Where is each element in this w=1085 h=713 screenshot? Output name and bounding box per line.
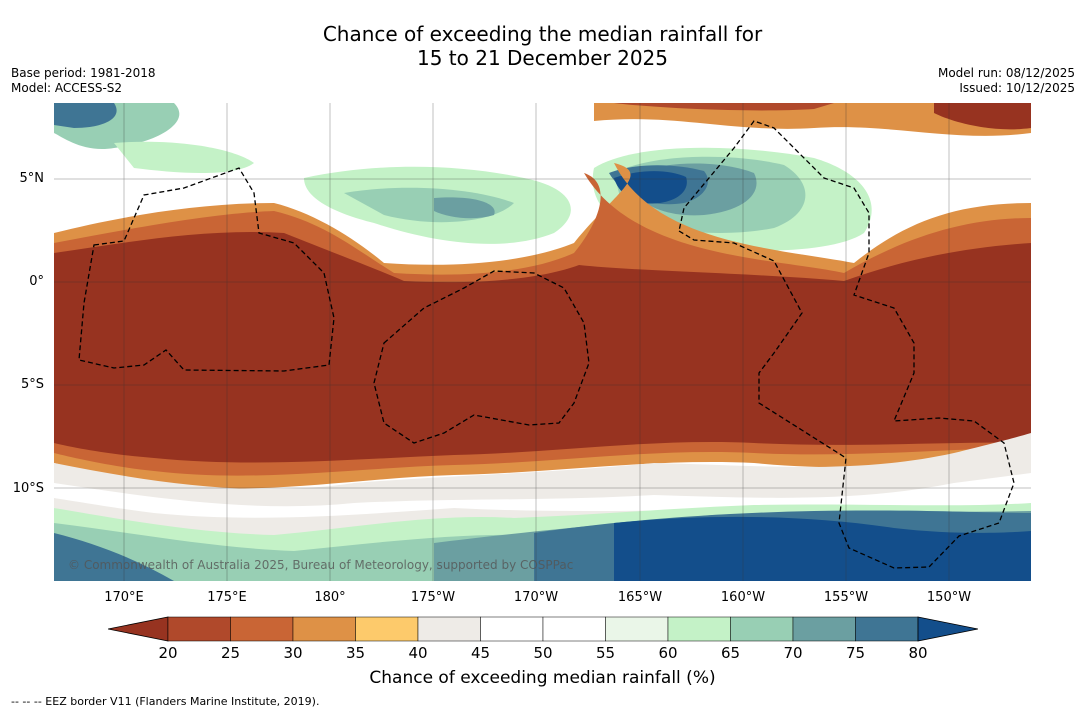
colorbar-tick-label: 50 — [533, 644, 553, 662]
colorbar — [108, 616, 978, 642]
lon-label-165w: 165°W — [617, 590, 663, 605]
colorbar-tick-label: 80 — [908, 644, 928, 662]
colorbar-segment — [667, 616, 731, 642]
lon-label-155w: 155°W — [823, 590, 869, 605]
copyright-notice: © Commonwealth of Australia 2025, Bureau… — [68, 558, 574, 572]
colorbar-label: Chance of exceeding median rainfall (%) — [369, 668, 716, 688]
colorbar-segment — [730, 616, 794, 642]
lon-label-160w: 160°W — [720, 590, 766, 605]
colorbar-segment — [480, 616, 544, 642]
colorbar-segment — [792, 616, 856, 642]
colorbar-tick-label: 25 — [220, 644, 241, 662]
map-canvas — [54, 103, 1031, 581]
colorbar-segment — [417, 616, 481, 642]
colorbar-tick-label: 20 — [158, 644, 178, 662]
colorbar-tick-label: 55 — [595, 644, 616, 662]
lat-label-5n: 5°N — [19, 171, 45, 186]
title-line-1: Chance of exceeding the median rainfall … — [322, 22, 763, 46]
southern-wet-core-80pct — [614, 516, 1031, 581]
colorbar-tick-label: 35 — [345, 644, 366, 662]
colorbar-tick-label: 70 — [783, 644, 803, 662]
colorbar-tick-label: 45 — [470, 644, 491, 662]
northwest-wet-band — [114, 141, 254, 173]
eez-west — [78, 167, 335, 372]
colorbar-tick-label: 40 — [408, 644, 428, 662]
colorbar-segment — [167, 616, 231, 642]
lon-label-170e: 170°E — [104, 590, 144, 605]
lat-label-5s: 5°S — [20, 377, 44, 392]
meta-right: Model run: 08/12/2025 Issued: 10/12/2025 — [938, 66, 1075, 96]
lon-label-180: 180° — [314, 590, 346, 605]
colorbar-tick-label: 30 — [283, 644, 303, 662]
north-dry-core — [614, 103, 834, 111]
colorbar-tick-label: 75 — [845, 644, 866, 662]
colorbar-segment — [230, 616, 294, 642]
southwest-wet-patch — [54, 533, 174, 581]
colorbar-under-arrow — [108, 616, 169, 642]
northwest-wet-core — [54, 103, 117, 128]
lon-label-175w: 175°W — [410, 590, 456, 605]
rainfall-map — [54, 103, 1031, 581]
north-dry-core-east — [934, 103, 1031, 130]
colorbar-tick-label: 65 — [720, 644, 741, 662]
colorbar-over-arrow — [917, 616, 978, 642]
lon-label-175e: 175°E — [207, 590, 247, 605]
base-period: Base period: 1981-2018 — [11, 66, 156, 80]
north-dry-fringe — [594, 103, 1031, 136]
title-line-2: 15 to 21 December 2025 — [416, 46, 668, 70]
colorbar-segment — [605, 616, 669, 642]
colorbar-segment — [855, 616, 919, 642]
eez-borders — [78, 120, 1015, 569]
issued-date: Issued: 10/12/2025 — [959, 81, 1075, 95]
colorbar-segment — [355, 616, 419, 642]
chart-title: Chance of exceeding the median rainfall … — [0, 22, 1085, 70]
lat-label-10s: 10°S — [12, 481, 44, 496]
colorbar-tick-label: 60 — [658, 644, 678, 662]
eez-footnote: -- -- -- EEZ border V11 (Flanders Marine… — [11, 695, 320, 708]
dry-belt-core-20pct — [54, 232, 1031, 463]
lon-label-150w: 150°W — [926, 590, 972, 605]
colorbar-segment — [292, 616, 356, 642]
model-run-date: Model run: 08/12/2025 — [937, 66, 1075, 80]
colorbar-segment — [542, 616, 606, 642]
central-north-wet-core — [434, 197, 495, 219]
meta-left: Base period: 1981-2018 Model: ACCESS-S2 — [11, 66, 156, 96]
model-name: Model: ACCESS-S2 — [11, 81, 123, 95]
eez-central — [373, 270, 590, 444]
eez-east — [678, 120, 1015, 569]
graticule — [54, 103, 1031, 581]
lon-label-170w: 170°W — [513, 590, 559, 605]
lat-label-0: 0° — [29, 274, 44, 289]
